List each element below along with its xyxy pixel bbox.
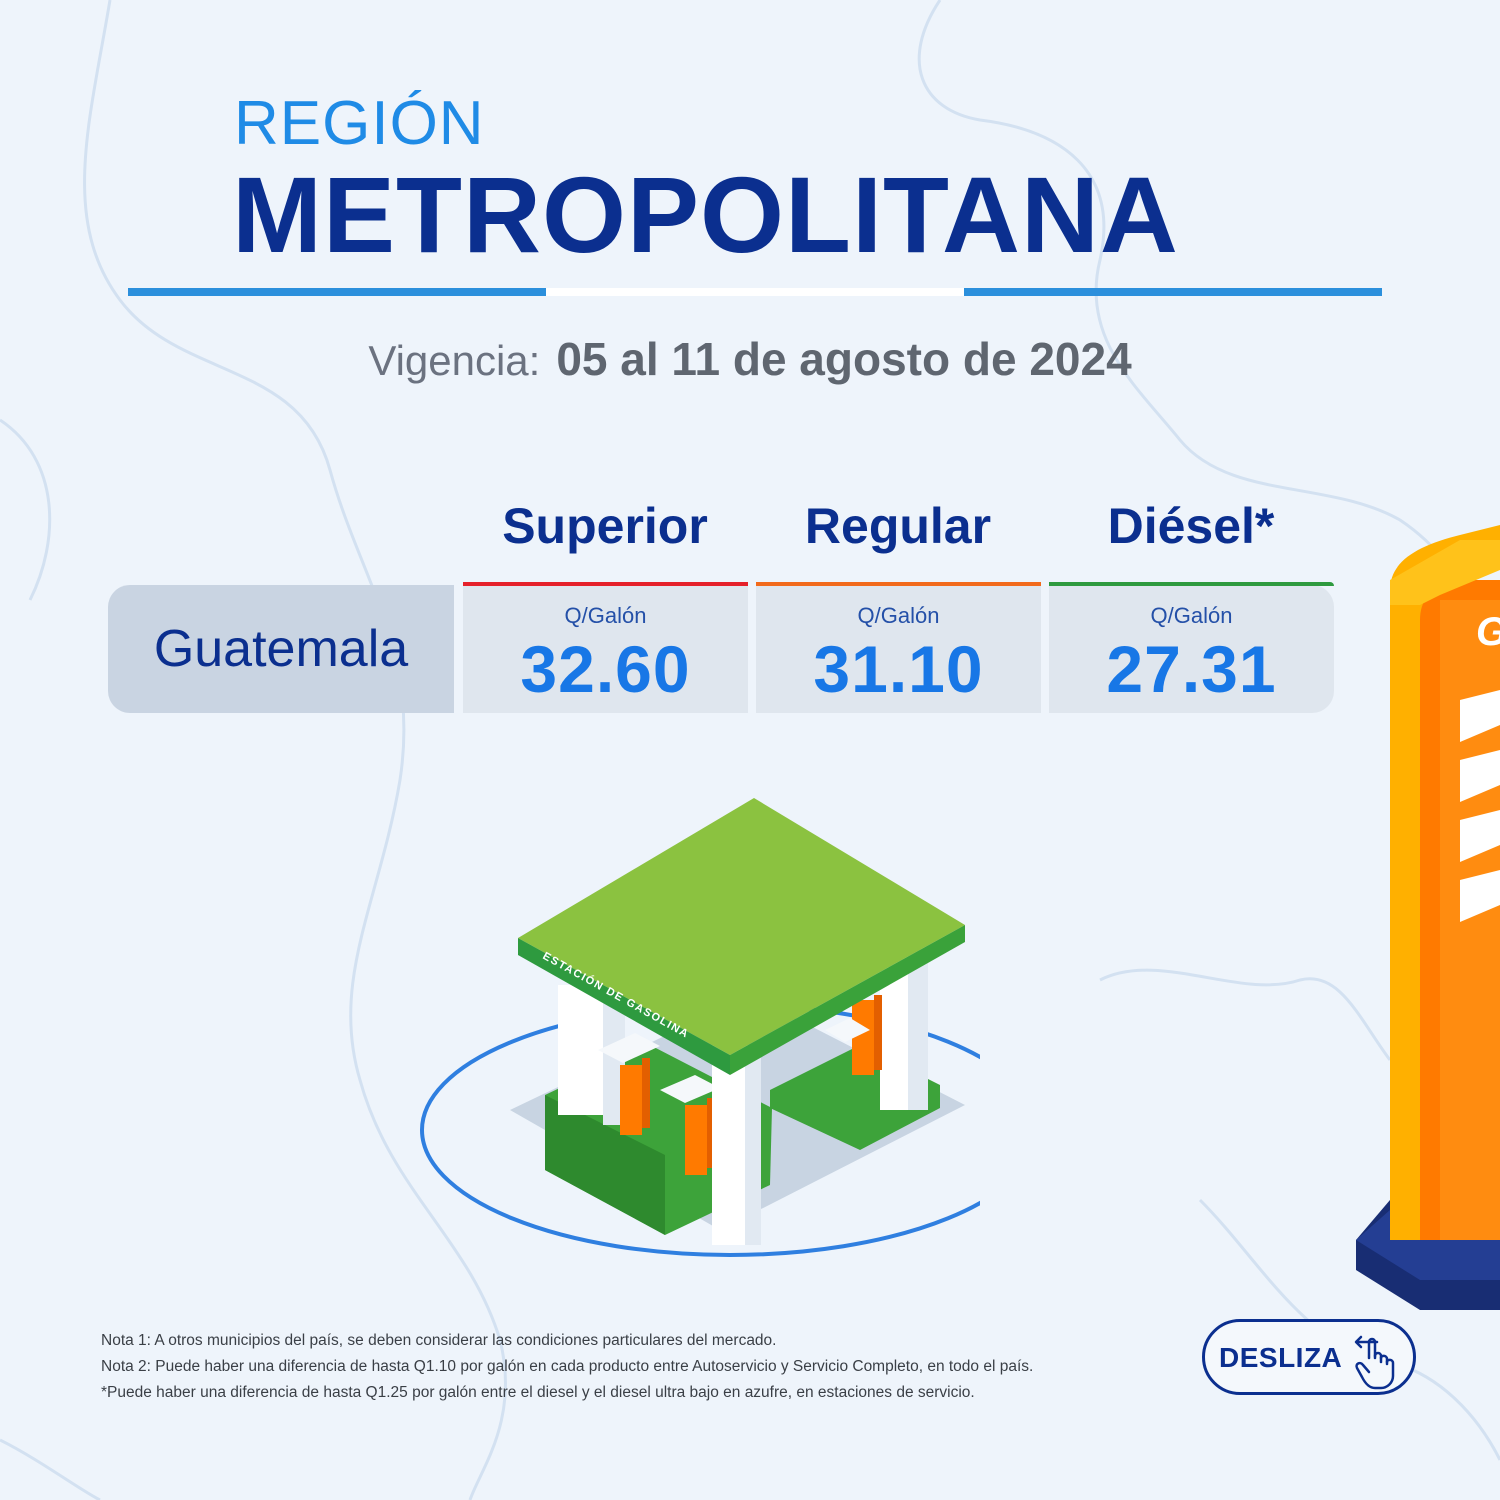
price-value-regular: 31.10 — [813, 632, 984, 706]
price-value-diesel: 27.31 — [1106, 632, 1277, 706]
footnotes: Nota 1: A otros municipios del país, se … — [101, 1328, 1033, 1406]
column-header-regular: Regular — [804, 498, 992, 554]
svg-text:G: G — [1476, 610, 1500, 654]
validity-label: Vigencia: — [368, 337, 541, 384]
fuel-pump-illustration: G — [1356, 525, 1500, 1310]
price-cell-superior: Q/Galón 32.60 — [463, 582, 748, 713]
superior-color-line — [463, 582, 748, 586]
swipe-button[interactable]: DESLIZA — [1202, 1319, 1416, 1395]
validity-dates: 05 al 11 de agosto de 2024 — [556, 333, 1132, 385]
swipe-hand-icon — [1354, 1335, 1395, 1390]
note-diesel: *Puede haber una diferencia de hasta Q1.… — [101, 1384, 975, 1401]
validity-line: Vigencia: 05 al 11 de agosto de 2024 — [0, 332, 1500, 386]
gas-station-illustration: ESTACIÓN DE GASOLINA — [420, 798, 980, 1257]
price-cell-diesel: Q/Galón 27.31 — [1049, 582, 1334, 713]
column-header-superior: Superior — [502, 498, 708, 554]
region-label: REGIÓN — [234, 89, 485, 158]
note-2: Nota 2: Puede haber una diferencia de ha… — [101, 1358, 1034, 1375]
diesel-color-line — [1049, 582, 1334, 586]
price-cell-regular: Q/Galón 31.10 — [756, 582, 1041, 713]
title-divider — [128, 288, 1382, 296]
column-header-diesel: Diésel* — [1107, 498, 1275, 554]
note-1: Nota 1: A otros municipios del país, se … — [101, 1332, 777, 1349]
price-unit: Q/Galón — [857, 603, 940, 628]
price-unit: Q/Galón — [564, 603, 647, 628]
regular-color-line — [756, 582, 1041, 586]
region-name: METROPOLITANA — [232, 154, 1179, 275]
price-value-superior: 32.60 — [520, 632, 691, 706]
price-unit: Q/Galón — [1150, 603, 1233, 628]
row-label-guatemala: Guatemala — [108, 585, 454, 713]
swipe-button-label: DESLIZA — [1219, 1342, 1343, 1373]
